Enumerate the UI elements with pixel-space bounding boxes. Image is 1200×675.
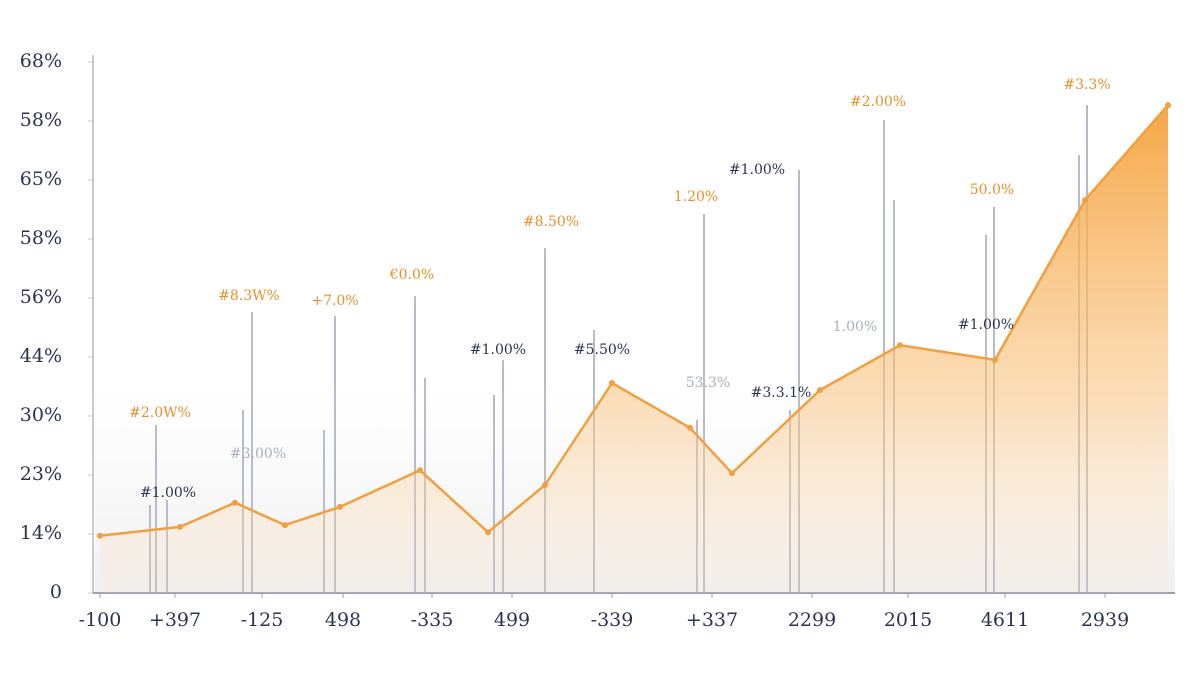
y-tick-label: 0 [50,581,62,603]
point [1165,102,1171,109]
annotation: +7.0% [311,293,358,309]
point [1082,197,1088,204]
point [337,503,343,510]
x-tick-label: -339 [591,609,634,631]
point [232,499,238,506]
annotation: #8.3W% [218,288,280,304]
point [609,379,615,386]
annotation: 1.00% [833,319,877,335]
annotation: 53.3% [686,375,730,391]
point [992,356,998,363]
point [687,424,693,431]
x-tick-label: 2299 [788,609,836,631]
point [897,342,903,349]
x-tick-label: 498 [325,609,361,631]
annotation: 1.20% [674,189,718,205]
annotation: #1.00% [958,317,1014,333]
annotation: #3.3.1% [751,385,812,401]
point [282,522,288,529]
x-tick-label: 4611 [981,609,1029,631]
x-tick-label: +337 [686,609,738,631]
x-tick-label: 499 [494,609,530,631]
y-tick-label: 14% [20,522,62,544]
annotation: #3.3% [1063,77,1110,93]
x-tick-label: 2939 [1081,609,1129,631]
point [485,529,491,536]
y-tick-label: 58% [20,227,62,249]
annotation: #5.50% [574,342,630,358]
y-tick-label: 65% [20,168,62,190]
annotation: #1.00% [729,162,785,178]
y-tick-label: 30% [20,404,62,426]
annotation: #1.00% [470,342,526,358]
y-tick-label: 58% [20,109,62,131]
x-tick-label: 2015 [884,609,932,631]
annotation: €0.0% [389,267,434,283]
annotation: #3.00% [230,446,286,462]
y-tick-label: 56% [20,286,62,308]
point [542,482,548,489]
point [817,387,823,394]
annotation: #8.50% [523,214,579,230]
line [99,104,1169,538]
y-tick-label: 23% [20,463,62,485]
annotation: #2.00% [850,94,906,110]
point [177,523,183,530]
x-tick-label: -125 [241,609,284,631]
annotation: 50.0% [970,182,1014,198]
y-tick-label: 68% [20,50,62,72]
x-tick-label: -100 [79,609,122,631]
point [729,470,735,477]
point [97,532,103,539]
annotation: #2.0W% [129,405,191,421]
area [100,105,1168,593]
annotation: #1.00% [140,485,196,501]
x-tick-label: +397 [149,609,201,631]
x-tick-label: -335 [411,609,454,631]
point [417,467,423,474]
y-tick-label: 44% [20,345,62,367]
